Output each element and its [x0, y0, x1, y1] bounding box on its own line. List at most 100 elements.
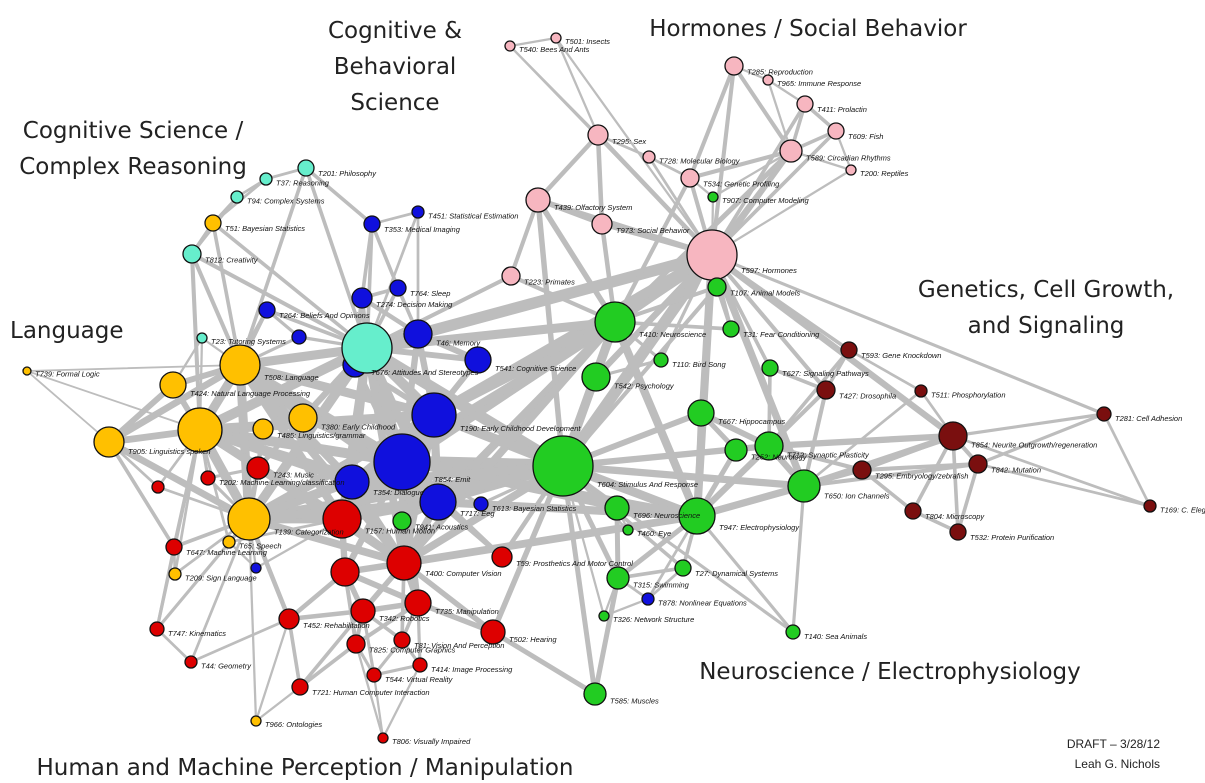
edge — [490, 629, 598, 697]
edge — [155, 428, 202, 631]
node-label: T411: Prolactin — [817, 105, 867, 114]
cluster-title: Cognitive Science / — [23, 118, 244, 144]
node-label: T947: Electrophysiology — [719, 523, 800, 532]
node — [392, 511, 412, 531]
edge — [105, 438, 253, 523]
node — [785, 624, 801, 640]
edge — [298, 642, 358, 689]
node — [604, 495, 630, 521]
edge — [951, 412, 1106, 438]
node — [722, 320, 740, 338]
node-label: T627: Signaling Pathways — [782, 369, 869, 378]
node — [779, 139, 803, 163]
node — [165, 538, 183, 556]
edge — [557, 249, 718, 472]
edge — [354, 642, 385, 740]
node — [724, 56, 744, 76]
node — [330, 557, 360, 587]
node-label: T589: Circadian Rhythms — [806, 154, 891, 163]
node — [504, 40, 516, 52]
edge — [26, 370, 201, 431]
node-label: T534: Genetic Profiling — [703, 179, 780, 188]
nodes — [22, 32, 1157, 744]
node-label: T157: Human Motion — [365, 526, 435, 535]
node — [796, 95, 814, 113]
node-label: T107: Animal Models — [730, 288, 800, 297]
edge — [508, 197, 541, 279]
edge — [731, 63, 794, 154]
node-label: T842: Mutation — [991, 465, 1041, 474]
edge — [429, 250, 717, 420]
node — [464, 346, 492, 374]
node-label: T200: Reptiles — [860, 169, 909, 178]
node-label: T941: Acoustics — [415, 522, 468, 531]
node — [366, 667, 382, 683]
cluster-title: and Signaling — [968, 313, 1125, 339]
edge — [361, 342, 569, 472]
node — [386, 545, 422, 581]
edge — [956, 462, 980, 534]
node-label: T609: Fish — [848, 132, 883, 141]
edge — [708, 251, 957, 440]
node-label: T209: Sign Language — [185, 574, 257, 583]
node — [346, 634, 366, 654]
node — [598, 610, 610, 622]
node-label: T274: Decision Making — [376, 300, 453, 309]
node — [291, 678, 309, 696]
node-label: T485: Linguistics/grammar — [277, 431, 366, 440]
edge — [254, 617, 291, 723]
edge — [196, 426, 408, 567]
edge — [1102, 412, 1152, 508]
node-label: T540: Bees And Ants — [519, 45, 590, 54]
node-label: T223: Primates — [524, 277, 575, 286]
node — [491, 546, 513, 568]
node — [250, 715, 262, 727]
cluster-title: Behavioral — [334, 54, 457, 80]
node-label: T511: Phosphorylation — [931, 391, 1006, 400]
node — [594, 301, 636, 343]
edge — [859, 461, 981, 473]
edge — [211, 221, 369, 350]
node-label: T854: Neurite Outgrowth/regeneration — [971, 440, 1097, 449]
node — [350, 598, 376, 624]
node — [291, 329, 307, 345]
edge — [155, 627, 193, 664]
node — [840, 341, 858, 359]
node — [480, 619, 506, 645]
edge — [951, 434, 1152, 508]
edge — [235, 360, 254, 524]
node-label: T252: Neurology — [751, 453, 808, 462]
node-label: T747: Kinematics — [168, 629, 226, 638]
node — [678, 497, 716, 535]
node — [404, 589, 432, 617]
node — [403, 319, 433, 349]
edge — [189, 251, 203, 433]
node-label: T139: Categorization — [274, 528, 344, 537]
node-label: T243: Music — [273, 471, 314, 480]
edge — [592, 575, 621, 697]
edge — [26, 370, 110, 443]
node — [949, 523, 967, 541]
node — [182, 244, 202, 264]
node — [230, 190, 244, 204]
node — [322, 499, 362, 539]
node — [259, 172, 273, 186]
node-label: T140: Sea Animals — [804, 632, 867, 641]
edge — [107, 440, 176, 549]
edge — [766, 443, 865, 473]
node — [168, 567, 182, 581]
node-label: T326: Network Structure — [613, 615, 694, 624]
node-label: T169: C. Elegans — [1160, 506, 1205, 515]
node-label: T585: Muscles — [610, 697, 659, 706]
node — [724, 438, 748, 462]
edge — [860, 468, 915, 513]
node — [250, 562, 262, 574]
edge — [195, 343, 372, 435]
node — [258, 301, 276, 319]
node — [177, 407, 223, 453]
edge — [298, 609, 365, 689]
edge — [245, 515, 408, 567]
edge — [791, 484, 806, 634]
edge — [535, 197, 618, 325]
